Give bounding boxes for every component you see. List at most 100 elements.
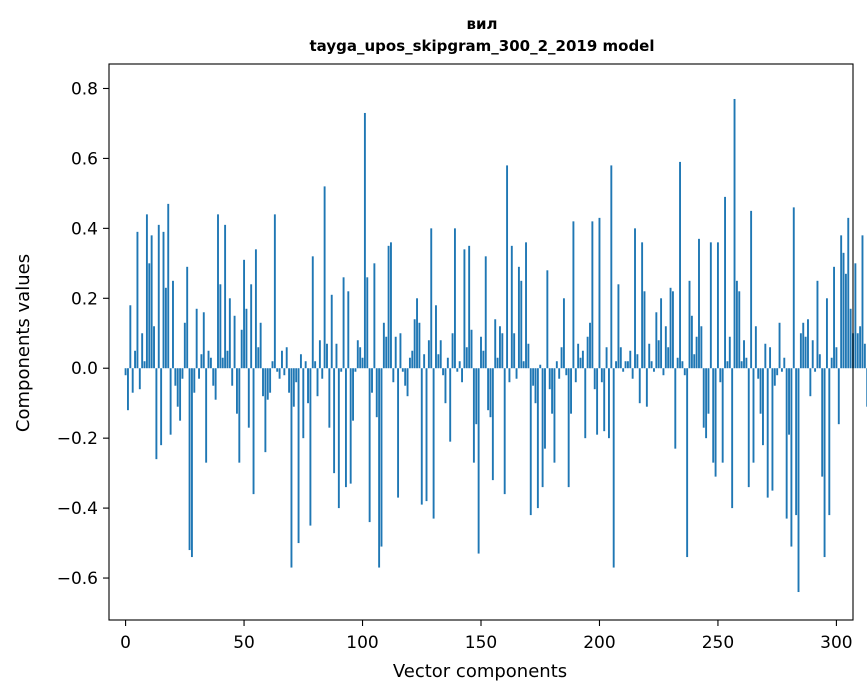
bar bbox=[664, 326, 667, 369]
bar bbox=[333, 368, 336, 474]
x-tick-label: 100 bbox=[346, 633, 378, 653]
bar bbox=[316, 368, 319, 397]
bar bbox=[626, 361, 629, 369]
bar bbox=[491, 368, 494, 481]
bar bbox=[160, 368, 163, 446]
bar bbox=[145, 214, 148, 369]
bar bbox=[494, 319, 497, 369]
bar bbox=[608, 368, 610, 439]
bar bbox=[501, 333, 504, 369]
bar bbox=[612, 368, 615, 568]
bar bbox=[574, 368, 577, 383]
bar bbox=[432, 368, 435, 519]
bar bbox=[288, 368, 291, 393]
bar bbox=[835, 347, 838, 369]
bar bbox=[769, 347, 772, 369]
bar bbox=[707, 368, 710, 414]
bar bbox=[344, 368, 347, 488]
bar bbox=[472, 368, 475, 463]
bar bbox=[830, 357, 833, 369]
x-tick-label: 300 bbox=[820, 633, 852, 653]
bar bbox=[245, 308, 248, 369]
bar bbox=[854, 263, 857, 369]
bar bbox=[186, 266, 189, 369]
bar bbox=[643, 291, 646, 369]
bar bbox=[437, 354, 440, 369]
bar bbox=[269, 368, 272, 393]
bar bbox=[638, 368, 641, 404]
bar bbox=[847, 217, 850, 369]
bar bbox=[586, 336, 589, 369]
bar bbox=[314, 361, 317, 369]
bar bbox=[278, 368, 281, 379]
bar bbox=[309, 368, 312, 526]
bar bbox=[506, 165, 509, 369]
bar bbox=[515, 368, 518, 379]
bar bbox=[205, 368, 208, 463]
bar bbox=[387, 245, 390, 369]
bar bbox=[240, 329, 243, 369]
bar bbox=[683, 368, 686, 376]
bar bbox=[605, 347, 608, 369]
bar bbox=[475, 368, 478, 425]
bar bbox=[330, 294, 333, 369]
bar bbox=[610, 165, 613, 369]
bar bbox=[266, 368, 269, 400]
bar bbox=[236, 368, 238, 414]
bar bbox=[548, 368, 551, 390]
bar bbox=[816, 280, 819, 369]
bar bbox=[764, 343, 767, 369]
bar bbox=[342, 277, 345, 369]
bar bbox=[423, 354, 426, 369]
bar bbox=[513, 333, 516, 369]
bar bbox=[510, 245, 513, 369]
bar bbox=[728, 336, 731, 369]
bar bbox=[591, 221, 594, 369]
bar bbox=[679, 161, 681, 369]
bar bbox=[499, 326, 501, 369]
bar bbox=[700, 326, 703, 369]
bar bbox=[589, 322, 591, 369]
bar bbox=[202, 312, 205, 369]
bar bbox=[560, 347, 563, 369]
bar bbox=[572, 221, 575, 369]
bar bbox=[600, 368, 603, 383]
bar bbox=[477, 368, 480, 554]
bar bbox=[660, 298, 663, 369]
bar bbox=[404, 368, 407, 386]
bar bbox=[401, 368, 404, 372]
bar bbox=[743, 340, 745, 369]
bar bbox=[641, 242, 644, 369]
bar bbox=[439, 340, 442, 369]
x-tick-label: 200 bbox=[583, 633, 615, 653]
bar bbox=[247, 368, 250, 428]
bar bbox=[238, 368, 241, 463]
bar bbox=[809, 368, 812, 397]
bar bbox=[138, 368, 141, 390]
bar bbox=[536, 368, 539, 509]
bar bbox=[484, 256, 487, 369]
bar bbox=[446, 357, 449, 369]
bar bbox=[752, 368, 755, 463]
bar bbox=[570, 368, 572, 414]
bar bbox=[318, 340, 321, 369]
bar bbox=[525, 242, 527, 369]
bar bbox=[141, 333, 144, 369]
bar bbox=[534, 368, 537, 404]
bar bbox=[740, 361, 743, 369]
bar bbox=[390, 242, 392, 369]
bar bbox=[193, 368, 196, 393]
bar bbox=[373, 263, 376, 369]
bar bbox=[833, 266, 835, 369]
bar bbox=[321, 368, 324, 379]
bar bbox=[487, 368, 490, 411]
bar bbox=[162, 231, 165, 369]
bar bbox=[328, 368, 331, 428]
bar bbox=[799, 333, 802, 369]
bar bbox=[849, 308, 852, 369]
bar bbox=[581, 350, 584, 369]
bar bbox=[172, 280, 174, 369]
bar bbox=[326, 343, 328, 369]
bar bbox=[690, 315, 693, 369]
bar bbox=[453, 228, 456, 369]
